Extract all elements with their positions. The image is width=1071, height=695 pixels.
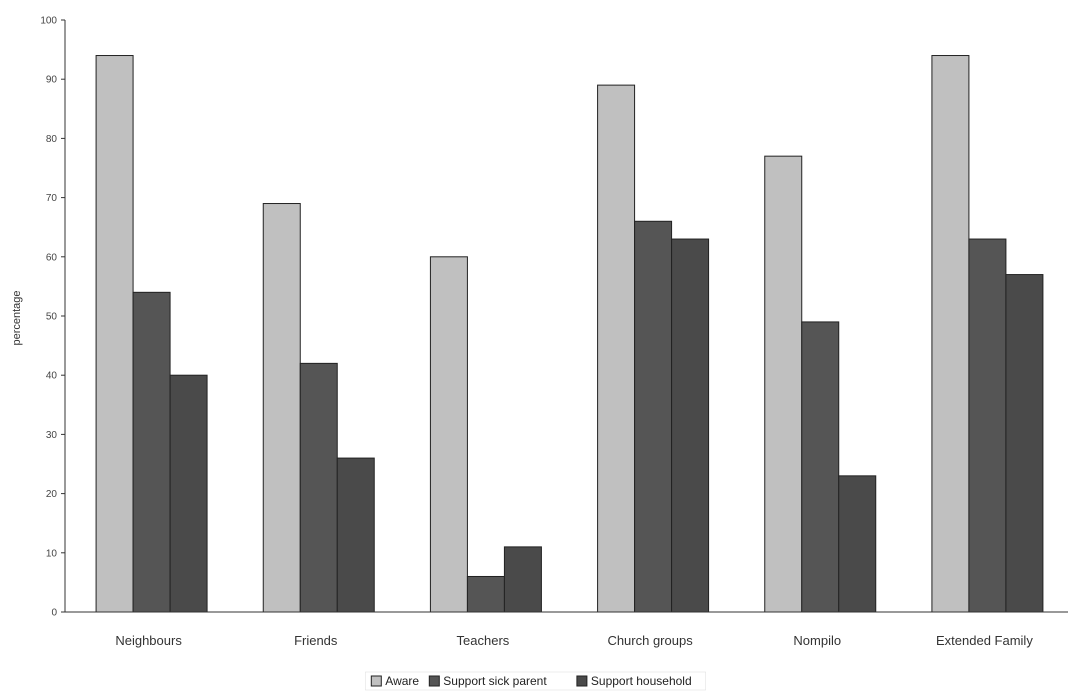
bar-aware xyxy=(95,55,134,613)
bar-support-sick-parent xyxy=(634,220,673,613)
bar-support-sick-parent xyxy=(801,321,840,613)
y-tick-label: 50 xyxy=(46,312,58,323)
bar-support-household xyxy=(169,374,208,613)
bar-support-household xyxy=(336,457,375,613)
legend-frame xyxy=(365,671,706,691)
y-tick-label: 90 xyxy=(46,75,58,86)
bar-aware xyxy=(262,203,301,613)
y-tick-label: 10 xyxy=(46,548,58,559)
legend-swatch xyxy=(428,675,440,687)
legend: Aware Support sick parent Support househol… xyxy=(365,671,706,691)
y-tick-label: 60 xyxy=(46,252,58,263)
bar-support-sick-parent xyxy=(132,291,171,613)
bars xyxy=(95,55,1044,613)
legend-entry-label: Support sick parent xyxy=(443,674,547,688)
y-tick-label: 30 xyxy=(46,430,58,441)
bar-aware xyxy=(597,84,636,613)
bar-support-sick-parent xyxy=(968,238,1007,613)
y-axis-title: percentage xyxy=(11,290,23,345)
bar-support-household xyxy=(838,475,877,613)
y-tick-label: 0 xyxy=(51,608,57,619)
bar-aware xyxy=(429,256,468,613)
x-category-label: Church groups xyxy=(607,633,693,648)
x-category-label: Teachers xyxy=(457,633,510,648)
bar-aware xyxy=(931,55,970,613)
y-tick-label: 70 xyxy=(46,193,58,204)
y-tick-label: 20 xyxy=(46,489,58,500)
y-tick-label: 80 xyxy=(46,134,58,145)
bar-support-sick-parent xyxy=(299,362,338,613)
legend-swatch xyxy=(576,675,588,687)
bar-support-household xyxy=(1005,274,1044,613)
y-tick-label: 40 xyxy=(46,371,58,382)
bar-support-sick-parent xyxy=(466,575,505,613)
y-tick-label: 100 xyxy=(40,16,57,27)
bar-aware xyxy=(764,155,803,613)
legend-swatch xyxy=(370,675,382,687)
x-category-label: Nompilo xyxy=(793,633,841,648)
legend-entry-label: Aware xyxy=(385,674,419,688)
legend-entry-label: Support household xyxy=(591,674,692,688)
bar-support-household xyxy=(503,546,542,613)
bar-support-household xyxy=(671,238,710,613)
x-category-label: Extended Family xyxy=(936,633,1033,648)
y-axis: 0 10 20 30 40 50 60 70 80 90 100 xyxy=(40,16,66,619)
x-axis: Neighbours Friends Teachers Church groups No… xyxy=(65,611,1068,648)
x-category-label: Neighbours xyxy=(115,633,182,648)
x-category-label: Friends xyxy=(294,633,338,648)
